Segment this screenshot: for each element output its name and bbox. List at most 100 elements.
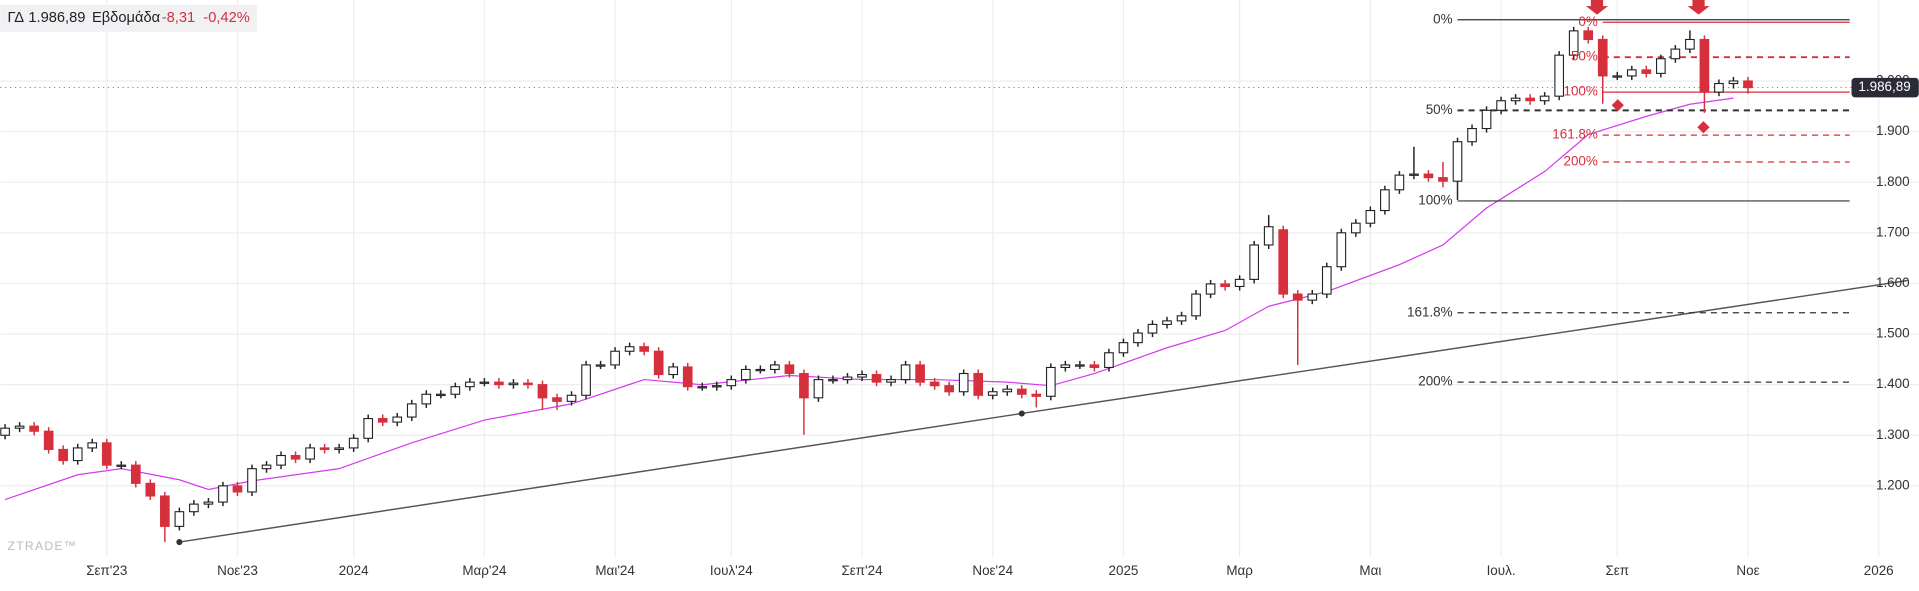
candle-body bbox=[755, 368, 766, 372]
candle-body bbox=[1670, 48, 1681, 60]
candle-body bbox=[87, 442, 98, 449]
candle-body bbox=[1162, 320, 1172, 325]
fib-label: 200% bbox=[1418, 374, 1452, 389]
candle-body bbox=[160, 495, 170, 527]
candle-body bbox=[1510, 97, 1521, 102]
y-tick-label: 1.300 bbox=[1876, 427, 1910, 442]
candle-body bbox=[1597, 38, 1608, 77]
candle-body bbox=[1089, 364, 1100, 368]
candle-body bbox=[1321, 266, 1332, 295]
candle-body bbox=[842, 376, 853, 381]
candle-body bbox=[552, 397, 562, 402]
last-price-label: 1.986,89 bbox=[1858, 79, 1910, 94]
candle-body bbox=[1714, 82, 1724, 93]
candle-body bbox=[1409, 173, 1419, 176]
diamond-marker bbox=[1611, 99, 1624, 112]
candle-body bbox=[145, 482, 156, 497]
period: Εβδομάδα bbox=[92, 10, 161, 26]
candle-body bbox=[1234, 278, 1245, 288]
candle-body bbox=[319, 447, 330, 450]
fib-label: 200% bbox=[1563, 154, 1597, 169]
candle-body bbox=[348, 437, 359, 449]
candle-body bbox=[1394, 174, 1405, 191]
candle-body bbox=[232, 485, 243, 493]
candle-body bbox=[1075, 364, 1085, 367]
candle-body bbox=[261, 464, 272, 470]
candle-body bbox=[465, 381, 475, 388]
candle-body bbox=[14, 425, 25, 429]
candle-body bbox=[828, 379, 838, 382]
candle-body bbox=[1278, 229, 1289, 295]
candle-body bbox=[421, 393, 432, 405]
overlay-layer bbox=[0, 19, 1919, 546]
x-tick-label: Σεπ bbox=[1605, 563, 1629, 578]
trendline-anchor bbox=[176, 539, 183, 546]
y-tick-label: 1.200 bbox=[1876, 477, 1910, 492]
moving-average bbox=[4, 97, 1734, 501]
candle-body bbox=[523, 382, 533, 386]
candle-body bbox=[886, 379, 896, 383]
fib-label: 100% bbox=[1563, 84, 1597, 99]
candle-body bbox=[1060, 364, 1071, 368]
candle-body bbox=[653, 350, 664, 376]
candle-body bbox=[1380, 189, 1390, 212]
candle-body bbox=[987, 391, 998, 396]
candle-body bbox=[581, 364, 591, 396]
candle-body bbox=[1191, 293, 1201, 317]
candle-body bbox=[1452, 141, 1463, 182]
candle-body bbox=[1263, 226, 1274, 246]
fib-label: 0% bbox=[1578, 14, 1597, 29]
y-tick-label: 1.400 bbox=[1876, 376, 1910, 391]
candle-body bbox=[1612, 75, 1623, 78]
candle-body bbox=[1626, 69, 1637, 77]
y-tick-label: 1.800 bbox=[1876, 174, 1910, 189]
x-tick-label: Μαι bbox=[1359, 563, 1381, 578]
last-price: 1.986,89 bbox=[28, 10, 85, 26]
x-tick-label: Μαρ bbox=[1226, 563, 1253, 578]
x-tick-label: Ιουλ'24 bbox=[710, 563, 753, 578]
candle-body bbox=[784, 364, 795, 375]
candle-body bbox=[1147, 323, 1158, 334]
candle-body bbox=[1728, 80, 1739, 85]
fib-label: 161.8% bbox=[1407, 304, 1453, 319]
candle-body bbox=[958, 372, 969, 393]
candle-body bbox=[639, 346, 649, 352]
candle-body bbox=[1002, 388, 1013, 393]
arrow-marker bbox=[1585, 0, 1609, 15]
header-background bbox=[0, 4, 258, 32]
candle-body bbox=[1496, 100, 1506, 111]
candle-layer bbox=[0, 26, 1753, 543]
candle-body bbox=[595, 364, 606, 367]
candle-body bbox=[929, 381, 940, 387]
candle-body bbox=[1481, 109, 1492, 130]
candle-body bbox=[1220, 283, 1230, 288]
y-tick-label: 1.700 bbox=[1876, 224, 1910, 239]
candle-body bbox=[1133, 332, 1143, 344]
fib-label: 161.8% bbox=[1552, 127, 1598, 142]
candle-body bbox=[726, 379, 737, 387]
x-tick-label: Σεπ'23 bbox=[86, 563, 127, 578]
candle-body bbox=[711, 385, 722, 388]
candle-body bbox=[1743, 80, 1753, 89]
candle-body bbox=[1205, 283, 1216, 295]
candle-body bbox=[72, 447, 83, 462]
candle-body bbox=[915, 364, 925, 383]
candle-body bbox=[276, 454, 286, 466]
x-tick-label: Νοε bbox=[1736, 563, 1759, 578]
candle-body bbox=[203, 501, 214, 505]
candle-body bbox=[799, 372, 809, 399]
candle-body bbox=[1568, 30, 1579, 56]
candle-body bbox=[1438, 177, 1448, 182]
candle-body bbox=[1554, 54, 1565, 97]
candle-body bbox=[566, 394, 577, 402]
arrow-marker bbox=[1687, 0, 1710, 15]
candle-body bbox=[813, 379, 824, 399]
y-tick-label: 1.600 bbox=[1876, 275, 1910, 290]
candle-body bbox=[189, 503, 199, 513]
x-tick-label: 2026 bbox=[1864, 563, 1894, 578]
x-tick-label: Σεπ'24 bbox=[841, 563, 883, 578]
candle-body bbox=[1307, 293, 1318, 301]
candle-body bbox=[610, 350, 620, 366]
